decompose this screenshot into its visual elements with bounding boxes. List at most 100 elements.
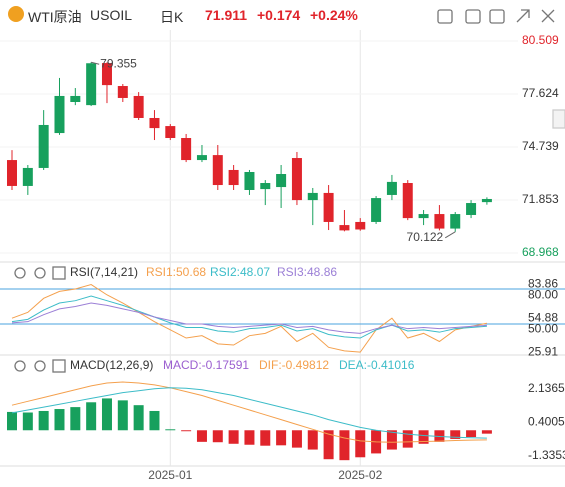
- macd-bar: [38, 410, 49, 431]
- last-price: 71.911: [205, 7, 248, 23]
- macd-bar: [165, 429, 176, 431]
- macd-bar: [7, 411, 17, 431]
- macd-bar: [291, 430, 302, 448]
- legend-entry: DEA:-0.41016: [339, 358, 415, 372]
- candle-body: [101, 63, 112, 86]
- macd-bar: [54, 409, 65, 431]
- symbol[interactable]: USOIL: [90, 7, 133, 23]
- candle-body: [7, 160, 17, 186]
- indicator-icon[interactable]: [52, 359, 66, 373]
- macd-bar: [276, 430, 287, 446]
- macd-bar: [339, 430, 350, 461]
- macd-bar: [481, 430, 492, 434]
- y-tick-label: 0.40058: [528, 415, 565, 429]
- candle-body: [165, 126, 176, 139]
- candle-body: [117, 86, 128, 98]
- y-tick-label: 77.624: [522, 86, 559, 100]
- y-tick-label: 80.509: [522, 33, 559, 47]
- macd-title: MACD(12,26,9): [70, 358, 153, 372]
- legend-entry: DIF:-0.49812: [259, 358, 329, 372]
- series-line: [11, 387, 487, 439]
- settings-icon[interactable]: [34, 267, 46, 279]
- candle-body: [228, 169, 239, 186]
- macd-bar: [22, 412, 33, 431]
- candle-body: [481, 198, 492, 203]
- macd-bar: [133, 405, 144, 431]
- macd-bar: [228, 430, 239, 444]
- y-tick-label: 2.13655: [528, 381, 565, 395]
- macd-bar: [149, 410, 160, 431]
- macd-bar: [466, 430, 477, 438]
- header: WTI原油 USOIL 日K 71.911 +0.174 +0.24%: [0, 0, 565, 30]
- candle-body: [86, 63, 97, 106]
- candle-body: [434, 214, 445, 229]
- indicator-icon[interactable]: [52, 266, 66, 280]
- settings-icon[interactable]: [34, 360, 46, 372]
- side-tab[interactable]: [552, 109, 565, 129]
- candle-body: [149, 117, 160, 129]
- y-axis-label: 54.88: [528, 310, 558, 324]
- candle-body: [181, 138, 192, 161]
- candle-body: [54, 95, 65, 134]
- macd-bar: [402, 430, 413, 448]
- y-tick-label: -1.33539: [528, 448, 565, 462]
- candle-body: [70, 95, 81, 103]
- candle-body: [371, 198, 382, 222]
- y-axis-label: 80.00: [528, 288, 558, 302]
- candle-body: [276, 174, 287, 188]
- visibility-icon[interactable]: [14, 360, 26, 372]
- tool-icon[interactable]: [437, 9, 453, 24]
- y-tick-label: 71.853: [522, 192, 559, 206]
- candle-body: [307, 192, 318, 201]
- change-percent: +0.24%: [310, 7, 358, 23]
- macd-bar: [117, 400, 128, 431]
- candle-body: [466, 203, 477, 215]
- candle-body: [386, 181, 397, 195]
- low-annotation: 70.122: [407, 230, 444, 244]
- candle-body: [450, 214, 461, 229]
- annotation-line: [91, 61, 100, 65]
- candle-body: [355, 221, 366, 230]
- close-icon[interactable]: [541, 9, 555, 23]
- series-line: [11, 295, 487, 339]
- macd-bar: [386, 430, 397, 450]
- macd-bar: [86, 402, 97, 431]
- change: +0.174: [257, 7, 301, 23]
- series-line: [11, 381, 487, 443]
- macd-bar: [450, 430, 461, 439]
- candle-body: [323, 192, 334, 222]
- macd-bar: [323, 430, 334, 460]
- macd-bar: [355, 430, 366, 458]
- fullscreen-icon[interactable]: [516, 9, 530, 23]
- candle-body: [38, 124, 49, 168]
- candle-body: [22, 167, 33, 186]
- y-axis-label: 50.00: [528, 321, 558, 335]
- high-annotation: 79.355: [100, 56, 137, 70]
- legend-entry: RSI2:48.07: [210, 265, 270, 279]
- y-axis-label: 83.86: [528, 277, 558, 291]
- macd-bar: [418, 430, 429, 444]
- candle-body: [244, 171, 255, 190]
- series-line: [11, 283, 487, 353]
- instrument-name: WTI原油: [28, 9, 82, 25]
- candle-body: [418, 214, 429, 219]
- candle-body: [133, 95, 144, 118]
- y-tick-label: 68.968: [522, 245, 559, 259]
- visibility-icon[interactable]: [14, 267, 26, 279]
- period[interactable]: 日K: [160, 9, 184, 25]
- macd-bar: [260, 430, 271, 446]
- candle-body: [402, 183, 413, 219]
- macd-bar: [181, 430, 192, 432]
- candle-body: [196, 155, 207, 161]
- y-tick-label: 74.739: [522, 139, 559, 153]
- macd-bar: [212, 430, 223, 443]
- legend-entry: RSI1:50.68: [146, 265, 206, 279]
- macd-bar: [101, 398, 112, 431]
- macd-bar: [196, 430, 207, 442]
- macd-bar: [307, 430, 318, 450]
- tool-icon[interactable]: [489, 9, 505, 24]
- annotation-line: [444, 231, 456, 239]
- macd-bar: [244, 430, 255, 445]
- tool-icon[interactable]: [465, 9, 481, 24]
